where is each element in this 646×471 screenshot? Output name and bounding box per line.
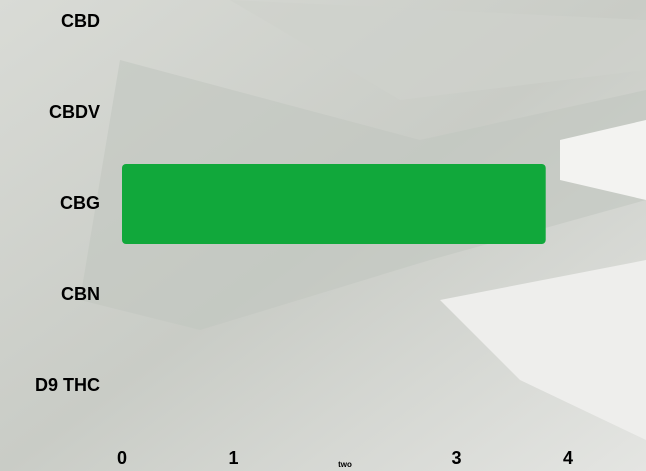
x-tick-label: 3 (451, 448, 461, 468)
chart: 0 1 two 3 4 CBD CBDV CBG CBN D9 THC (0, 0, 646, 471)
x-tick-label: 4 (563, 448, 573, 468)
x-tick-label: 0 (117, 448, 127, 468)
y-tick-label: D9 THC (35, 375, 100, 395)
y-tick-label: CBN (61, 284, 100, 304)
y-tick-label: CBG (60, 193, 100, 213)
y-tick-label: CBDV (49, 102, 100, 122)
x-tick-label: two (338, 460, 352, 469)
bar (122, 164, 546, 244)
x-tick-label: 1 (228, 448, 238, 468)
y-tick-label: CBD (61, 11, 100, 31)
